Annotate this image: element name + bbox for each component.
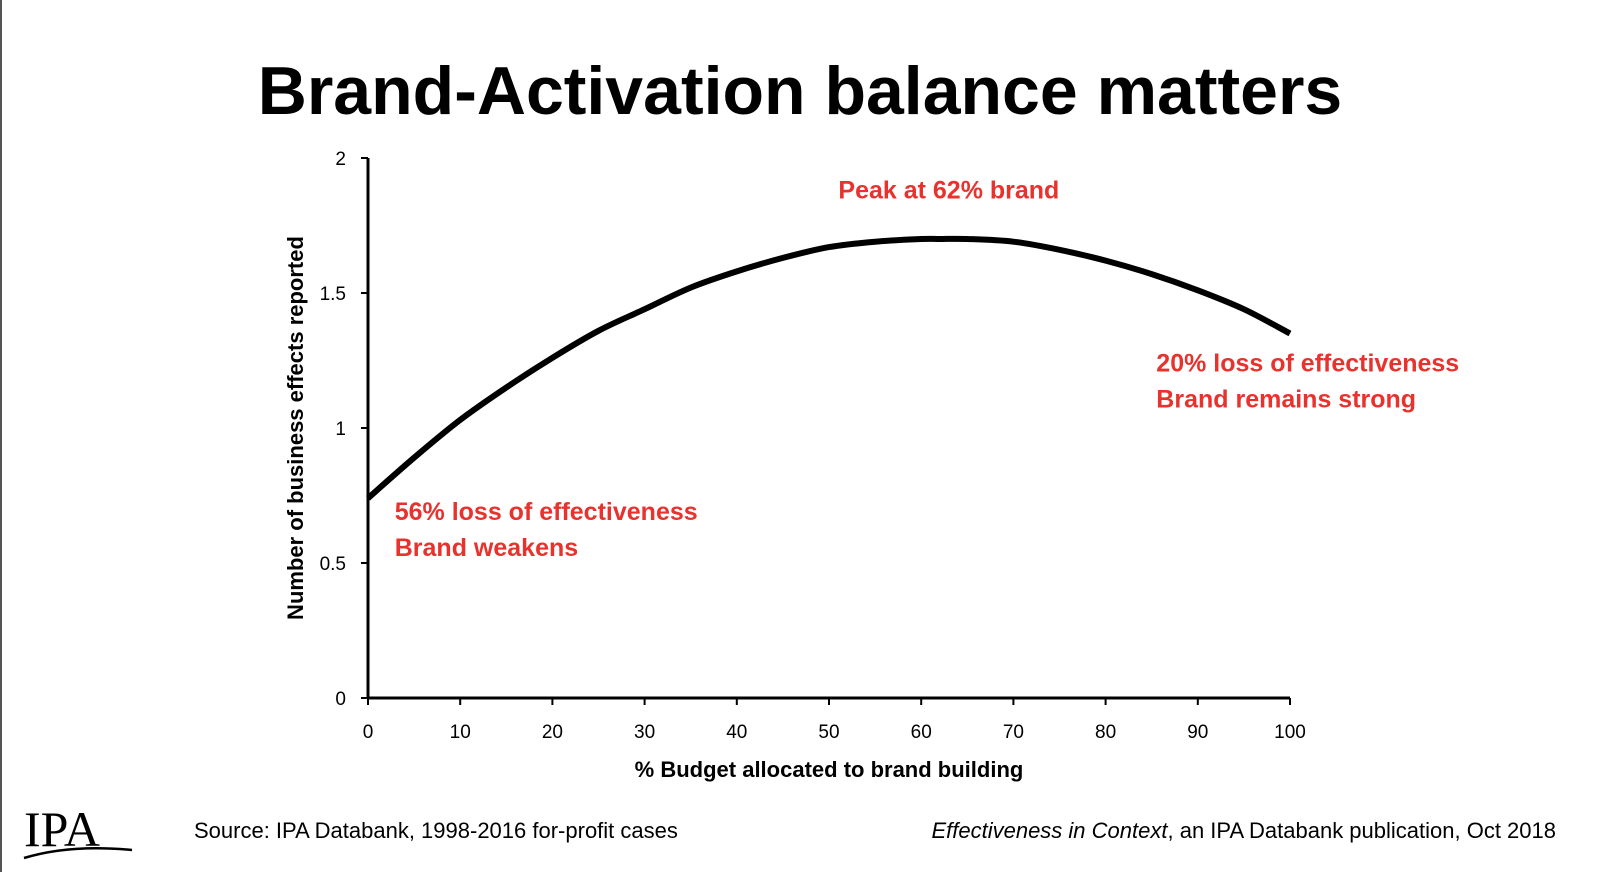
x-tick-label: 60 — [911, 722, 932, 743]
y-axis-label: Number of business effects reported — [283, 236, 308, 620]
x-tick-label: 100 — [1274, 722, 1306, 743]
y-tick-label: 0 — [335, 689, 346, 710]
ipa-logo: IPA — [23, 801, 133, 860]
annotation: Peak at 62% brand — [838, 177, 1059, 205]
y-tick-label: 0.5 — [320, 554, 346, 575]
series-line — [366, 235, 1292, 501]
y-tick-label: 1 — [335, 419, 346, 440]
publication-title: Effectiveness in Context — [931, 818, 1168, 843]
annotation-line: 20% loss of effectiveness — [1156, 349, 1459, 377]
x-tick-label: 10 — [450, 722, 471, 743]
x-tick-label: 20 — [542, 722, 563, 743]
x-tick-label: 80 — [1095, 722, 1116, 743]
annotation-line: Peak at 62% brand — [838, 177, 1059, 205]
x-tick-label: 50 — [818, 722, 839, 743]
annotation-line: Brand weakens — [395, 534, 578, 562]
publication-note: Effectiveness in Context, an IPA Databan… — [931, 818, 1556, 844]
x-tick-label: 70 — [1003, 722, 1024, 743]
x-axis-label: % Budget allocated to brand building — [635, 757, 1024, 782]
x-tick-label: 40 — [726, 722, 747, 743]
slide-title: Brand-Activation balance matters — [257, 53, 1343, 129]
annotation-line: Brand remains strong — [1156, 385, 1416, 413]
annotation-line: 56% loss of effectiveness — [395, 498, 698, 526]
publication-detail: , an IPA Databank publication, Oct 2018 — [1167, 818, 1556, 843]
annotation: 56% loss of effectiveness Brand weakens — [395, 498, 698, 562]
x-tick-label: 90 — [1187, 722, 1208, 743]
y-tick-label: 2 — [335, 149, 346, 170]
annotation: 20% loss of effectiveness Brand remains s… — [1156, 349, 1459, 413]
source-note: Source: IPA Databank, 1998-2016 for-prof… — [194, 818, 678, 843]
x-tick-label: 30 — [634, 722, 655, 743]
x-tick-label: 0 — [363, 722, 374, 743]
y-tick-label: 1.5 — [320, 284, 346, 305]
slide-border — [0, 0, 2, 872]
